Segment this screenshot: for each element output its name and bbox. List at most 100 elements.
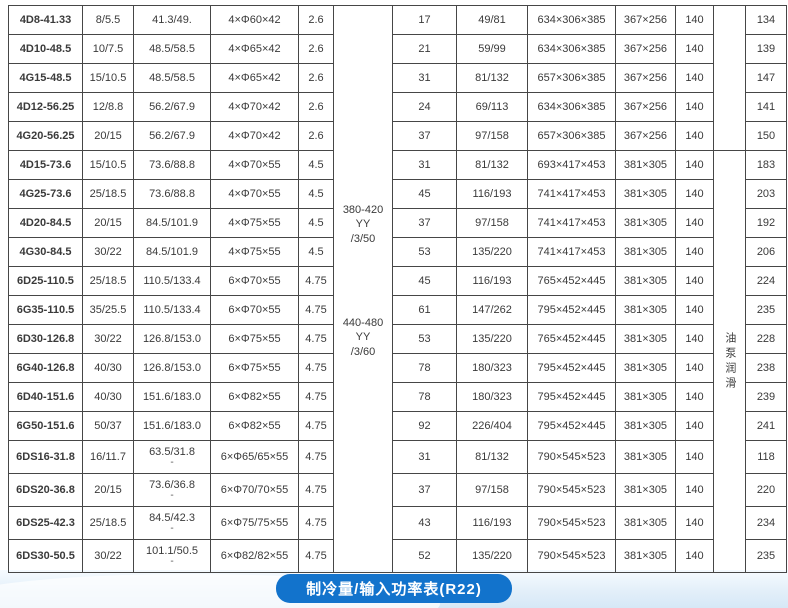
cell: 81/132: [456, 440, 528, 474]
cell: 765×452×445: [527, 266, 616, 296]
cell: 30/22: [82, 237, 134, 267]
cell: 140: [675, 506, 714, 540]
cell: 741×417×453: [527, 179, 616, 209]
cell: 2.6: [298, 92, 334, 122]
cell: 220: [745, 473, 787, 507]
cell: 101.1/50.5 -: [133, 539, 211, 573]
cell: 180/323: [456, 382, 528, 412]
voltage-group-2: 440-480 YY /3/60: [343, 316, 383, 359]
cell: 4×Φ70×55: [210, 150, 299, 180]
cell: 52: [392, 539, 457, 573]
cell: 4×Φ75×55: [210, 237, 299, 267]
capacity-sub: -: [170, 490, 174, 502]
cell: 140: [675, 266, 714, 296]
cell: 206: [745, 237, 787, 267]
model-cell: 6D30-126.8: [8, 324, 83, 354]
cell: 381×305: [615, 473, 676, 507]
cell: 45: [392, 179, 457, 209]
cell: 6×Φ70×55: [210, 266, 299, 296]
model-cell: 4G30-84.5: [8, 237, 83, 267]
cell: 20/15: [82, 208, 134, 238]
table-row: 4D20-84.5 20/15 84.5/101.9 4×Φ75×55 4.5 …: [8, 208, 787, 238]
table-row: 6D40-151.6 40/30 151.6/183.0 6×Φ82×55 4.…: [8, 382, 787, 412]
cell: 25/18.5: [82, 266, 134, 296]
cell: 30/22: [82, 539, 134, 573]
model-cell: 4D15-73.6: [8, 150, 83, 180]
table-row: 4D12-56.25 12/8.8 56.2/67.9 4×Φ70×42 2.6…: [8, 92, 787, 122]
model-cell: 6G40-126.8: [8, 353, 83, 383]
cell: 84.5/101.9: [133, 208, 211, 238]
table-row: 6G35-110.5 35/25.5 110.5/133.4 6×Φ70×55 …: [8, 295, 787, 325]
cell: 235: [745, 539, 787, 573]
cell: 116/193: [456, 506, 528, 540]
cell: 234: [745, 506, 787, 540]
cell: 239: [745, 382, 787, 412]
cell: 151.6/183.0: [133, 382, 211, 412]
cell: 367×256: [615, 5, 676, 35]
cell: 73.6/36.8 -: [133, 473, 211, 507]
cell: 140: [675, 382, 714, 412]
cell: 4.75: [298, 440, 334, 474]
cell: 97/158: [456, 121, 528, 151]
cell: 116/193: [456, 266, 528, 296]
cell: 4.75: [298, 506, 334, 540]
cell: 140: [675, 179, 714, 209]
caption-badge: 制冷量/输入功率表(R22): [276, 574, 512, 603]
cell: 31: [392, 63, 457, 93]
cell: 4.75: [298, 324, 334, 354]
cell: 6×Φ65/65×55: [210, 440, 299, 474]
spec-table-wrapper: 4D8-41.33 8/5.5 41.3/49. 4×Φ60×42 2.6 38…: [8, 5, 787, 573]
cell: 41.3/49.: [133, 5, 211, 35]
voltage-inner: 380-420 YY /3/50 440-480 YY /3/60: [335, 203, 391, 359]
cell: 69/113: [456, 92, 528, 122]
cell: 110.5/133.4: [133, 295, 211, 325]
cell: 367×256: [615, 63, 676, 93]
cell: 56.2/67.9: [133, 121, 211, 151]
cell: 6×Φ75/75×55: [210, 506, 299, 540]
cell: 657×306×385: [527, 121, 616, 151]
spec-table: 4D8-41.33 8/5.5 41.3/49. 4×Φ60×42 2.6 38…: [8, 5, 787, 573]
cell: 140: [675, 63, 714, 93]
cell: 24: [392, 92, 457, 122]
cell: 4.75: [298, 353, 334, 383]
cell: 37: [392, 121, 457, 151]
cell: 634×306×385: [527, 34, 616, 64]
cell: 381×305: [615, 266, 676, 296]
cell: 6×Φ82/82×55: [210, 539, 299, 573]
table-row: 4D15-73.6 15/10.5 73.6/88.8 4×Φ70×55 4.5…: [8, 150, 787, 573]
cell: 97/158: [456, 473, 528, 507]
cell: 150: [745, 121, 787, 151]
cell: 741×417×453: [527, 208, 616, 238]
cell: 25/18.5: [82, 179, 134, 209]
cell: 4.75: [298, 539, 334, 573]
model-cell: 4D10-48.5: [8, 34, 83, 64]
cell: 53: [392, 237, 457, 267]
cell: 134: [745, 5, 787, 35]
cell: 63.5/31.8 -: [133, 440, 211, 474]
cell: 61: [392, 295, 457, 325]
table-row: 4D8-41.33 8/5.5 41.3/49. 4×Φ60×42 2.6 38…: [8, 5, 787, 573]
cell: 78: [392, 353, 457, 383]
cell: 4.75: [298, 382, 334, 412]
cell: 15/10.5: [82, 150, 134, 180]
cell: 790×545×523: [527, 539, 616, 573]
cell: 2.6: [298, 34, 334, 64]
cell: 151.6/183.0: [133, 411, 211, 441]
cell: 8/5.5: [82, 5, 134, 35]
cell: 81/132: [456, 63, 528, 93]
cell: 140: [675, 121, 714, 151]
cell: 140: [675, 34, 714, 64]
cell: 4.5: [298, 179, 334, 209]
model-cell: 6DS20-36.8: [8, 473, 83, 507]
cell: 35/25.5: [82, 295, 134, 325]
cell: 140: [675, 237, 714, 267]
cell: 48.5/58.5: [133, 63, 211, 93]
cell: 135/220: [456, 324, 528, 354]
cell: 4.75: [298, 266, 334, 296]
cell: 140: [675, 150, 714, 180]
cell: 140: [675, 208, 714, 238]
cell: 795×452×445: [527, 295, 616, 325]
model-cell: 6DS25-42.3: [8, 506, 83, 540]
cell: 4.5: [298, 150, 334, 180]
